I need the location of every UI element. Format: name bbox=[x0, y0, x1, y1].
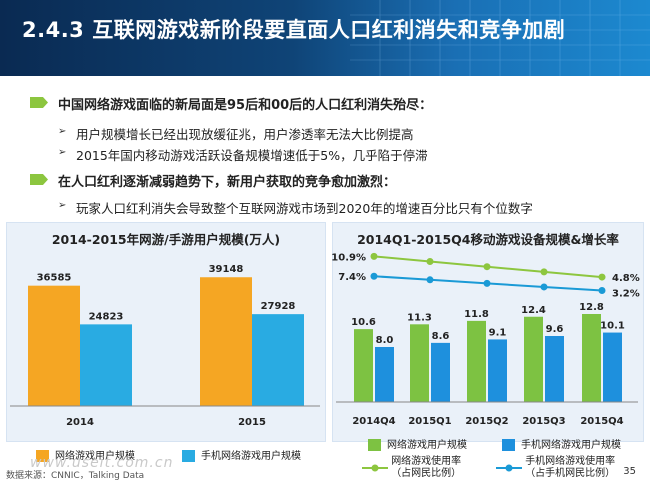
chevron-right-icon: ➢ bbox=[58, 147, 67, 158]
bar-2015-online bbox=[200, 277, 252, 406]
legend-label: 网络游戏使用率 bbox=[391, 456, 462, 467]
left-bar-chart: 36585 24823 39148 27928 2014 2015 bbox=[10, 264, 320, 428]
label-2015-mobile: 27928 bbox=[261, 301, 296, 312]
bullet-2-1: 玩家人口红利消失会导致整个互联网游戏市场到2020年的增速百分比只有个位数字 bbox=[76, 201, 533, 216]
legend-label: 手机网络游戏使用率 bbox=[525, 456, 616, 467]
legend-right-mobile-line: 手机网络游戏使用率 （占手机网民比例） bbox=[496, 456, 615, 480]
bar-2014-online bbox=[28, 285, 80, 406]
bar-device-2014Q4 bbox=[354, 329, 373, 402]
bar-label-mobile: 8.6 bbox=[432, 331, 450, 342]
bar-label-mobile: 9.1 bbox=[489, 327, 507, 338]
bar-label-device: 11.8 bbox=[464, 309, 489, 320]
right-chart-title: 2014Q1-2015Q4移动游戏设备规模&增长率 bbox=[357, 232, 619, 247]
x-tick-label: 2015Q3 bbox=[522, 416, 565, 427]
line-point-device bbox=[370, 252, 378, 260]
title-text: 互联网游戏新阶段要直面人口红利消失和竞争加剧 bbox=[92, 18, 566, 42]
bullet-tag-icon bbox=[30, 174, 48, 185]
label-2014-mobile: 24823 bbox=[89, 311, 124, 322]
bullet-1: 中国网络游戏面临的新局面是95后和00后的人口红利消失殆尽： bbox=[58, 98, 433, 113]
bar-mobile-2015Q3 bbox=[545, 336, 564, 402]
label-2015-online: 39148 bbox=[209, 264, 244, 275]
line-point-device bbox=[426, 258, 434, 266]
legend-line-green-icon bbox=[362, 464, 388, 472]
bar-label-device: 12.8 bbox=[579, 302, 604, 313]
right-chart-panel: 2014Q1-2015Q4移动游戏设备规模&增长率 bbox=[332, 222, 644, 442]
bar-label-device: 12.4 bbox=[521, 305, 546, 316]
bar-label-device: 10.6 bbox=[351, 317, 376, 328]
bar-mobile-2015Q4 bbox=[603, 332, 622, 402]
bar-2015-mobile bbox=[252, 314, 304, 406]
bar-label-device: 11.3 bbox=[407, 312, 432, 323]
line-label-device-end: 4.8% bbox=[612, 273, 640, 284]
line-point-mobile bbox=[598, 287, 606, 295]
legend-swatch-darkblue bbox=[502, 439, 515, 451]
line-label-mobile-end: 3.2% bbox=[612, 289, 640, 300]
legend-right-online-line: 网络游戏使用率 （占网民比例） bbox=[362, 456, 461, 480]
bar-device-2015Q4 bbox=[582, 314, 601, 402]
legend-right-online-bar: 网络游戏用户规模 bbox=[368, 436, 467, 451]
x-tick-2015: 2015 bbox=[238, 417, 266, 428]
line-point-mobile bbox=[426, 276, 434, 284]
legend-line-blue-icon bbox=[496, 464, 522, 472]
line-point-device bbox=[483, 263, 491, 271]
x-tick-2014: 2014 bbox=[66, 417, 94, 428]
header-grid-decoration bbox=[350, 0, 650, 76]
bar-label-mobile: 9.6 bbox=[546, 324, 564, 335]
line-point-device bbox=[540, 268, 548, 276]
x-tick-label: 2014Q4 bbox=[352, 416, 395, 427]
line-label-device-start: 10.9% bbox=[332, 252, 366, 263]
legend-label: 手机网络游戏用户规模 bbox=[521, 440, 621, 451]
legend-label-sub: （占手机网民比例） bbox=[525, 468, 616, 479]
bar-device-2015Q1 bbox=[410, 324, 429, 402]
bar-label-mobile: 10.1 bbox=[600, 321, 625, 332]
bar-mobile-2014Q4 bbox=[375, 347, 394, 402]
legend-swatch-blue bbox=[182, 450, 195, 462]
left-chart-title: 2014-2015年网游/手游用户规模(万人) bbox=[51, 232, 281, 247]
x-tick-label: 2015Q4 bbox=[580, 416, 623, 427]
section-number: 2.4.3 bbox=[22, 18, 85, 42]
legend-label: 网络游戏用户规模 bbox=[387, 440, 467, 451]
x-tick-label: 2015Q1 bbox=[408, 416, 451, 427]
line-point-mobile bbox=[540, 283, 548, 291]
bullet-1-2: 2015年国内移动游戏活跃设备规模增速低于5%，几乎陷于停滞 bbox=[76, 148, 428, 163]
bar-mobile-2015Q2 bbox=[488, 339, 507, 402]
legend-label-sub: （占网民比例） bbox=[391, 468, 462, 479]
bullet-tag-icon bbox=[30, 97, 48, 108]
legend-online-users: 网络游戏用户规模 bbox=[36, 447, 135, 462]
line-label-mobile-start: 7.4% bbox=[338, 272, 366, 283]
page-title: 2.4.3 互联网游戏新阶段要直面人口红利消失和竞争加剧 bbox=[22, 14, 565, 44]
legend-right-mobile-bar: 手机网络游戏用户规模 bbox=[502, 436, 621, 451]
slide-header: 2.4.3 互联网游戏新阶段要直面人口红利消失和竞争加剧 bbox=[0, 0, 650, 76]
x-tick-label: 2015Q2 bbox=[465, 416, 508, 427]
legend-swatch-orange bbox=[36, 450, 49, 462]
data-source: 数据来源：CNNIC，Talking Data bbox=[6, 471, 145, 481]
right-combo-chart: 10.68.0 2014Q4 11.38.6 2015Q1 11.89.1 2015Q2 1… bbox=[332, 252, 640, 427]
watermark: www.useit.com.cn bbox=[30, 455, 174, 471]
bar-mobile-2015Q1 bbox=[431, 342, 450, 402]
label-2014-online: 36585 bbox=[37, 273, 72, 284]
line-point-device bbox=[598, 273, 606, 281]
bullet-2: 在人口红利逐渐减弱趋势下，新用户获取的竞争愈加激烈： bbox=[58, 175, 397, 190]
bullet-1-1: 用户规模增长已经出现放缓征兆，用户渗透率无法大比例提高 bbox=[76, 127, 414, 142]
legend-swatch-green bbox=[368, 439, 381, 451]
bar-device-2015Q2 bbox=[467, 320, 486, 402]
page-number: 35 bbox=[623, 466, 636, 477]
line-point-mobile bbox=[483, 279, 491, 287]
bar-device-2015Q3 bbox=[524, 316, 543, 402]
legend-label: 网络游戏用户规模 bbox=[55, 451, 135, 462]
chevron-right-icon: ➢ bbox=[58, 200, 67, 211]
bar-2014-mobile bbox=[80, 324, 132, 406]
legend-label: 手机网络游戏用户规模 bbox=[201, 451, 301, 462]
line-point-mobile bbox=[370, 272, 378, 280]
chevron-right-icon: ➢ bbox=[58, 126, 67, 137]
bar-label-mobile: 8.0 bbox=[376, 335, 394, 346]
legend-mobile-users: 手机网络游戏用户规模 bbox=[182, 447, 301, 462]
